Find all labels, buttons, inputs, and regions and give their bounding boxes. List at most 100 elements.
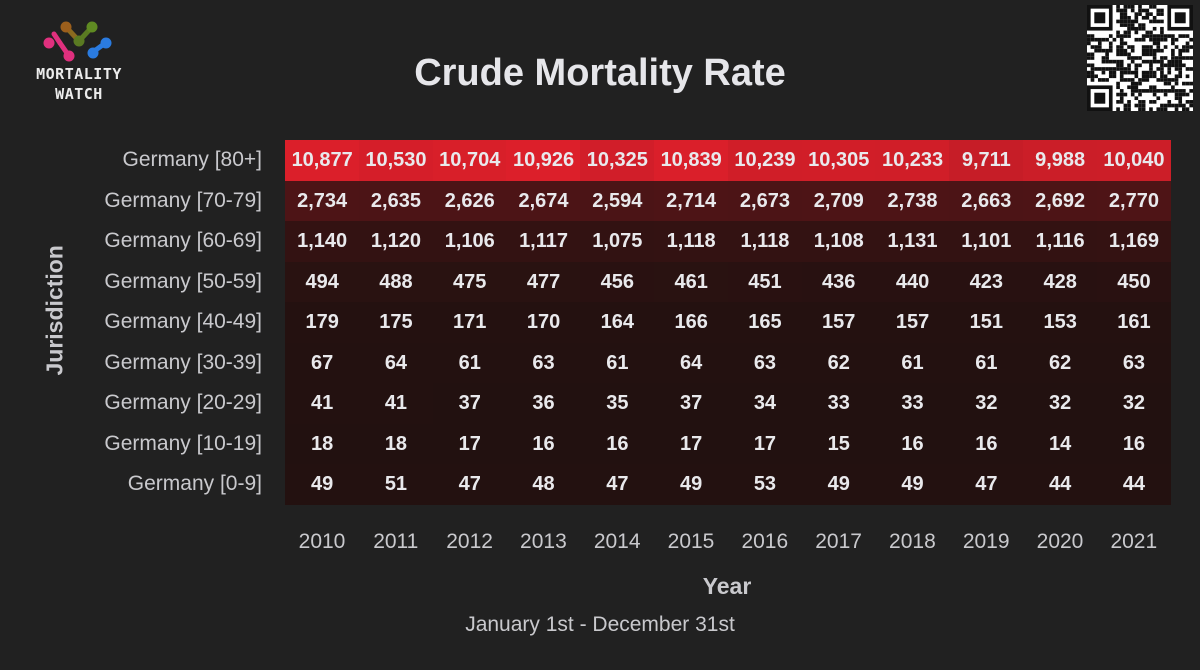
heatmap-cell[interactable]: 18 [358, 423, 434, 465]
heatmap-cell[interactable]: 33 [801, 383, 876, 424]
heatmap-cell[interactable]: 49 [801, 464, 876, 505]
heatmap-cell[interactable]: 48 [506, 464, 581, 505]
heatmap-cell[interactable]: 1,131 [875, 221, 950, 262]
heatmap-cell[interactable]: 2,594 [580, 180, 655, 222]
heatmap-cell[interactable]: 41 [285, 383, 360, 424]
heatmap-cell[interactable]: 2,770 [1096, 180, 1172, 222]
heatmap-cell[interactable]: 10,926 [506, 140, 581, 181]
heatmap-cell[interactable]: 2,734 [285, 180, 360, 222]
heatmap-cell[interactable]: 44 [1096, 464, 1172, 505]
heatmap-cell[interactable]: 16 [506, 423, 581, 465]
heatmap-cell[interactable]: 37 [432, 383, 507, 424]
heatmap-cell[interactable]: 477 [506, 261, 581, 303]
heatmap-cell[interactable]: 1,140 [285, 221, 360, 262]
heatmap-cell[interactable]: 1,118 [727, 221, 803, 262]
heatmap-cell[interactable]: 161 [1096, 302, 1172, 343]
heatmap-cell[interactable]: 2,635 [358, 180, 434, 222]
heatmap-cell[interactable]: 2,692 [1023, 180, 1098, 222]
heatmap-cell[interactable]: 10,239 [727, 140, 803, 181]
heatmap-cell[interactable]: 67 [285, 342, 360, 384]
heatmap-cell[interactable]: 10,839 [654, 140, 729, 181]
heatmap-cell[interactable]: 436 [801, 261, 876, 303]
heatmap-cell[interactable]: 51 [358, 464, 434, 505]
heatmap-cell[interactable]: 2,674 [506, 180, 581, 222]
heatmap-cell[interactable]: 34 [727, 383, 803, 424]
heatmap-cell[interactable]: 49 [285, 464, 360, 505]
heatmap-cell[interactable]: 475 [432, 261, 507, 303]
heatmap-cell[interactable]: 153 [1023, 302, 1098, 343]
heatmap-cell[interactable]: 61 [875, 342, 950, 384]
heatmap-cell[interactable]: 1,075 [580, 221, 655, 262]
heatmap-cell[interactable]: 63 [1096, 342, 1172, 384]
heatmap-cell[interactable]: 10,305 [801, 140, 876, 181]
heatmap-cell[interactable]: 17 [727, 423, 803, 465]
heatmap-cell[interactable]: 16 [875, 423, 950, 465]
heatmap-cell[interactable]: 2,673 [727, 180, 803, 222]
heatmap-cell[interactable]: 33 [875, 383, 950, 424]
heatmap-cell[interactable]: 47 [949, 464, 1024, 505]
heatmap-cell[interactable]: 440 [875, 261, 950, 303]
heatmap-cell[interactable]: 10,704 [432, 140, 507, 181]
heatmap-cell[interactable]: 47 [580, 464, 655, 505]
heatmap-cell[interactable]: 17 [654, 423, 729, 465]
heatmap-cell[interactable]: 175 [358, 302, 434, 343]
heatmap-cell[interactable]: 2,714 [654, 180, 729, 222]
heatmap-cell[interactable]: 10,040 [1096, 140, 1172, 181]
heatmap-cell[interactable]: 53 [727, 464, 803, 505]
heatmap-cell[interactable]: 62 [801, 342, 876, 384]
heatmap-cell[interactable]: 64 [358, 342, 434, 384]
heatmap-cell[interactable]: 49 [654, 464, 729, 505]
heatmap-cell[interactable]: 63 [506, 342, 581, 384]
heatmap-cell[interactable]: 35 [580, 383, 655, 424]
heatmap-cell[interactable]: 157 [875, 302, 950, 343]
heatmap-cell[interactable]: 1,120 [358, 221, 434, 262]
heatmap-cell[interactable]: 37 [654, 383, 729, 424]
heatmap-cell[interactable]: 62 [1023, 342, 1098, 384]
heatmap-cell[interactable]: 494 [285, 261, 360, 303]
heatmap-cell[interactable]: 10,877 [285, 140, 360, 181]
heatmap-cell[interactable]: 49 [875, 464, 950, 505]
heatmap-cell[interactable]: 64 [654, 342, 729, 384]
heatmap-cell[interactable]: 428 [1023, 261, 1098, 303]
heatmap-cell[interactable]: 1,108 [801, 221, 876, 262]
heatmap-cell[interactable]: 61 [580, 342, 655, 384]
heatmap-cell[interactable]: 488 [358, 261, 434, 303]
heatmap-cell[interactable]: 2,626 [432, 180, 507, 222]
heatmap-cell[interactable]: 451 [727, 261, 803, 303]
heatmap-cell[interactable]: 47 [432, 464, 507, 505]
heatmap-cell[interactable]: 61 [432, 342, 507, 384]
heatmap-cell[interactable]: 423 [949, 261, 1024, 303]
heatmap-cell[interactable]: 179 [285, 302, 360, 343]
heatmap-cell[interactable]: 1,117 [506, 221, 581, 262]
heatmap-cell[interactable]: 10,233 [875, 140, 950, 181]
heatmap-cell[interactable]: 461 [654, 261, 729, 303]
heatmap-cell[interactable]: 450 [1096, 261, 1172, 303]
heatmap-cell[interactable]: 166 [654, 302, 729, 343]
heatmap-cell[interactable]: 170 [506, 302, 581, 343]
heatmap-cell[interactable]: 2,738 [875, 180, 950, 222]
heatmap-cell[interactable]: 157 [801, 302, 876, 343]
heatmap-cell[interactable]: 456 [580, 261, 655, 303]
heatmap-cell[interactable]: 32 [949, 383, 1024, 424]
heatmap-cell[interactable]: 2,663 [949, 180, 1024, 222]
heatmap-cell[interactable]: 171 [432, 302, 507, 343]
heatmap-cell[interactable]: 16 [949, 423, 1024, 465]
heatmap-cell[interactable]: 41 [358, 383, 434, 424]
heatmap-cell[interactable]: 1,101 [949, 221, 1024, 262]
heatmap-cell[interactable]: 63 [727, 342, 803, 384]
qr-code-icon[interactable] [1087, 5, 1193, 111]
heatmap-cell[interactable]: 14 [1023, 423, 1098, 465]
heatmap-cell[interactable]: 1,118 [654, 221, 729, 262]
heatmap-cell[interactable]: 9,711 [949, 140, 1024, 181]
heatmap-cell[interactable]: 15 [801, 423, 876, 465]
heatmap-cell[interactable]: 10,530 [358, 140, 434, 181]
heatmap-cell[interactable]: 16 [1096, 423, 1172, 465]
heatmap-cell[interactable]: 16 [580, 423, 655, 465]
heatmap-cell[interactable]: 32 [1023, 383, 1098, 424]
heatmap-cell[interactable]: 151 [949, 302, 1024, 343]
heatmap-cell[interactable]: 165 [727, 302, 803, 343]
heatmap-cell[interactable]: 164 [580, 302, 655, 343]
heatmap-cell[interactable]: 1,106 [432, 221, 507, 262]
heatmap-cell[interactable]: 44 [1023, 464, 1098, 505]
heatmap-cell[interactable]: 32 [1096, 383, 1172, 424]
